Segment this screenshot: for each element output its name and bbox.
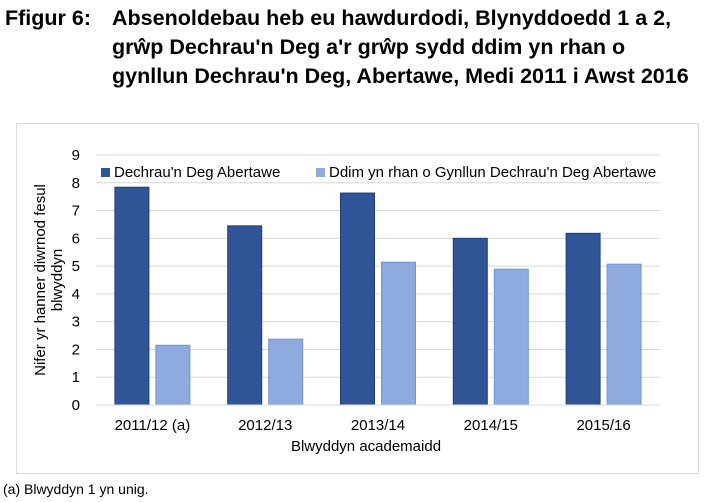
bar-ddim-yn-rhan bbox=[606, 263, 642, 406]
bar-dechraun-deg bbox=[565, 232, 601, 406]
figure-title: Ffigur 6: Absenoldebau heb eu hawdurdodi… bbox=[5, 4, 705, 91]
footnote: (a) Blwyddyn 1 yn unig. bbox=[3, 481, 149, 497]
x-tick-label: 2014/15 bbox=[464, 417, 518, 434]
x-tick-label: 2011/12 (a) bbox=[115, 417, 191, 434]
legend-swatch bbox=[316, 168, 325, 177]
y-tick-label: 3 bbox=[72, 314, 80, 331]
y-axis-title: Nifer yr hanner diwrnod fesulblwyddyn bbox=[32, 184, 66, 376]
bar-dechraun-deg bbox=[114, 186, 150, 406]
x-tick-label: 2012/13 bbox=[238, 417, 292, 434]
y-tick-label: 2 bbox=[72, 341, 80, 358]
bar-dechraun-deg bbox=[227, 225, 263, 406]
y-tick-label: 9 bbox=[72, 147, 80, 164]
legend-label: Ddim yn rhan o Gynllun Dechrau'n Deg Abe… bbox=[329, 164, 656, 181]
y-tick-label: 5 bbox=[72, 258, 80, 275]
y-tick-label: 8 bbox=[72, 175, 80, 192]
legend-label: Dechrau'n Deg Abertawe bbox=[114, 164, 280, 181]
bar-dechraun-deg bbox=[340, 192, 375, 406]
x-tick-label: 2013/14 bbox=[351, 417, 405, 434]
chart-area bbox=[16, 123, 699, 474]
y-tick-label: 6 bbox=[72, 230, 80, 247]
bar-dechraun-deg bbox=[452, 237, 488, 406]
bar-ddim-yn-rhan bbox=[155, 344, 191, 406]
bar-ddim-yn-rhan bbox=[493, 268, 529, 406]
y-tick-label: 1 bbox=[72, 369, 80, 386]
y-tick-label: 0 bbox=[72, 397, 80, 414]
bar-ddim-yn-rhan bbox=[381, 261, 416, 406]
figure-label: Ffigur 6: bbox=[5, 6, 91, 30]
y-tick-label: 7 bbox=[72, 203, 80, 220]
y-tick-label: 4 bbox=[72, 286, 80, 303]
x-axis-title: Blwyddyn academaidd bbox=[291, 438, 441, 455]
legend-swatch bbox=[101, 168, 110, 177]
bar-ddim-yn-rhan bbox=[268, 338, 304, 406]
figure-title-text: Absenoldebau heb eu hawdurdodi, Blynyddo… bbox=[112, 6, 689, 88]
x-tick-label: 2015/16 bbox=[576, 417, 630, 434]
